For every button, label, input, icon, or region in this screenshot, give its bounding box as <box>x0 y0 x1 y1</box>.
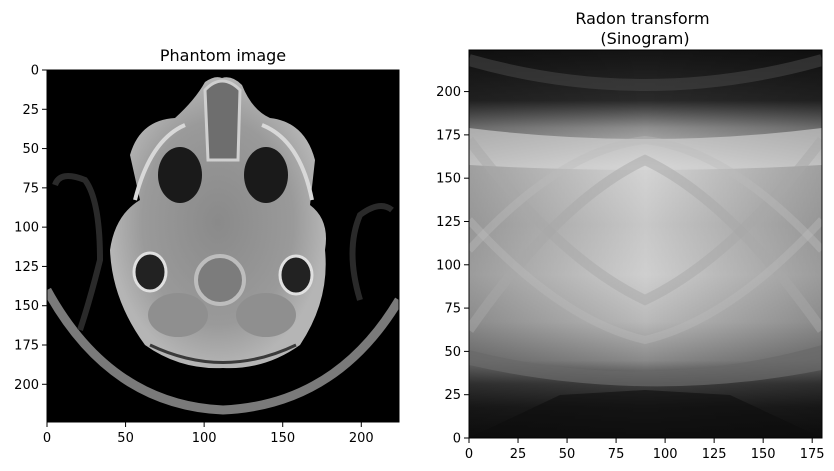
sinus-left <box>158 147 202 203</box>
sinogram-y-tick-label: 25 <box>444 388 461 403</box>
sinogram-y-tick-label: 200 <box>436 85 461 100</box>
phantom-x-tick-label: 50 <box>117 431 134 446</box>
sinogram-y-tick-label: 75 <box>444 302 461 317</box>
foramen <box>194 254 246 306</box>
phantom-y-tick-label: 150 <box>14 299 39 314</box>
phantom-y-tick-label: 125 <box>14 260 39 275</box>
sinogram-x-axis: 0 25 50 75 100 125 150 175 <box>465 438 825 462</box>
sinus-right <box>244 147 288 203</box>
phantom-y-axis: 0 25 50 75 100 125 150 175 200 <box>14 64 47 393</box>
phantom-y-tick-label: 200 <box>14 378 39 393</box>
sinogram-y-tick-label: 50 <box>444 345 461 360</box>
sinogram-y-tick-label: 125 <box>436 215 461 230</box>
phantom-x-axis: 0 50 100 150 200 <box>43 422 374 446</box>
sinogram-y-axis: 0 25 50 75 100 125 150 175 200 <box>436 85 469 447</box>
headrest-arc <box>47 287 399 415</box>
sinogram-y-tick-label: 0 <box>453 432 461 447</box>
sinogram-x-tick-label: 75 <box>608 447 625 462</box>
soft-tissue-outline <box>52 173 104 331</box>
sinogram-x-tick-label: 125 <box>702 447 727 462</box>
phantom-x-tick-label: 100 <box>192 431 217 446</box>
sinogram-title: Radon transform (Sinogram) <box>575 9 714 48</box>
mastoid-right <box>278 254 314 296</box>
phantom-x-tick-label: 150 <box>270 431 295 446</box>
sinogram-panel: Radon transform (Sinogram) 0 25 50 75 100 125… <box>436 9 824 462</box>
sinogram-y-tick-label: 150 <box>436 172 461 187</box>
phantom-y-tick-label: 25 <box>22 103 39 118</box>
phantom-y-tick-label: 50 <box>22 142 39 157</box>
sinogram-x-tick-label: 50 <box>559 447 576 462</box>
phantom-x-tick-label: 200 <box>349 431 374 446</box>
sinogram-x-tick-label: 150 <box>751 447 776 462</box>
phantom-y-tick-label: 100 <box>14 221 39 236</box>
sinogram-frame <box>468 49 823 439</box>
phantom-frame <box>46 69 400 423</box>
phantom-y-tick-label: 175 <box>14 339 39 354</box>
phantom-x-tick-label: 0 <box>43 431 51 446</box>
phantom-y-tick-label: 0 <box>31 64 39 79</box>
sinogram-image <box>469 50 822 438</box>
sinogram-y-tick-label: 100 <box>436 258 461 273</box>
phantom-title: Phantom image <box>160 46 286 65</box>
sinogram-x-tick-label: 0 <box>465 447 473 462</box>
sinogram-x-tick-label: 100 <box>653 447 678 462</box>
sinogram-x-tick-label: 175 <box>800 447 825 462</box>
sinogram-x-tick-label: 25 <box>510 447 527 462</box>
mastoid-left <box>132 251 168 293</box>
sinogram-y-tick-label: 175 <box>436 128 461 143</box>
phantom-y-tick-label: 75 <box>22 181 39 196</box>
phantom-image <box>47 70 399 422</box>
